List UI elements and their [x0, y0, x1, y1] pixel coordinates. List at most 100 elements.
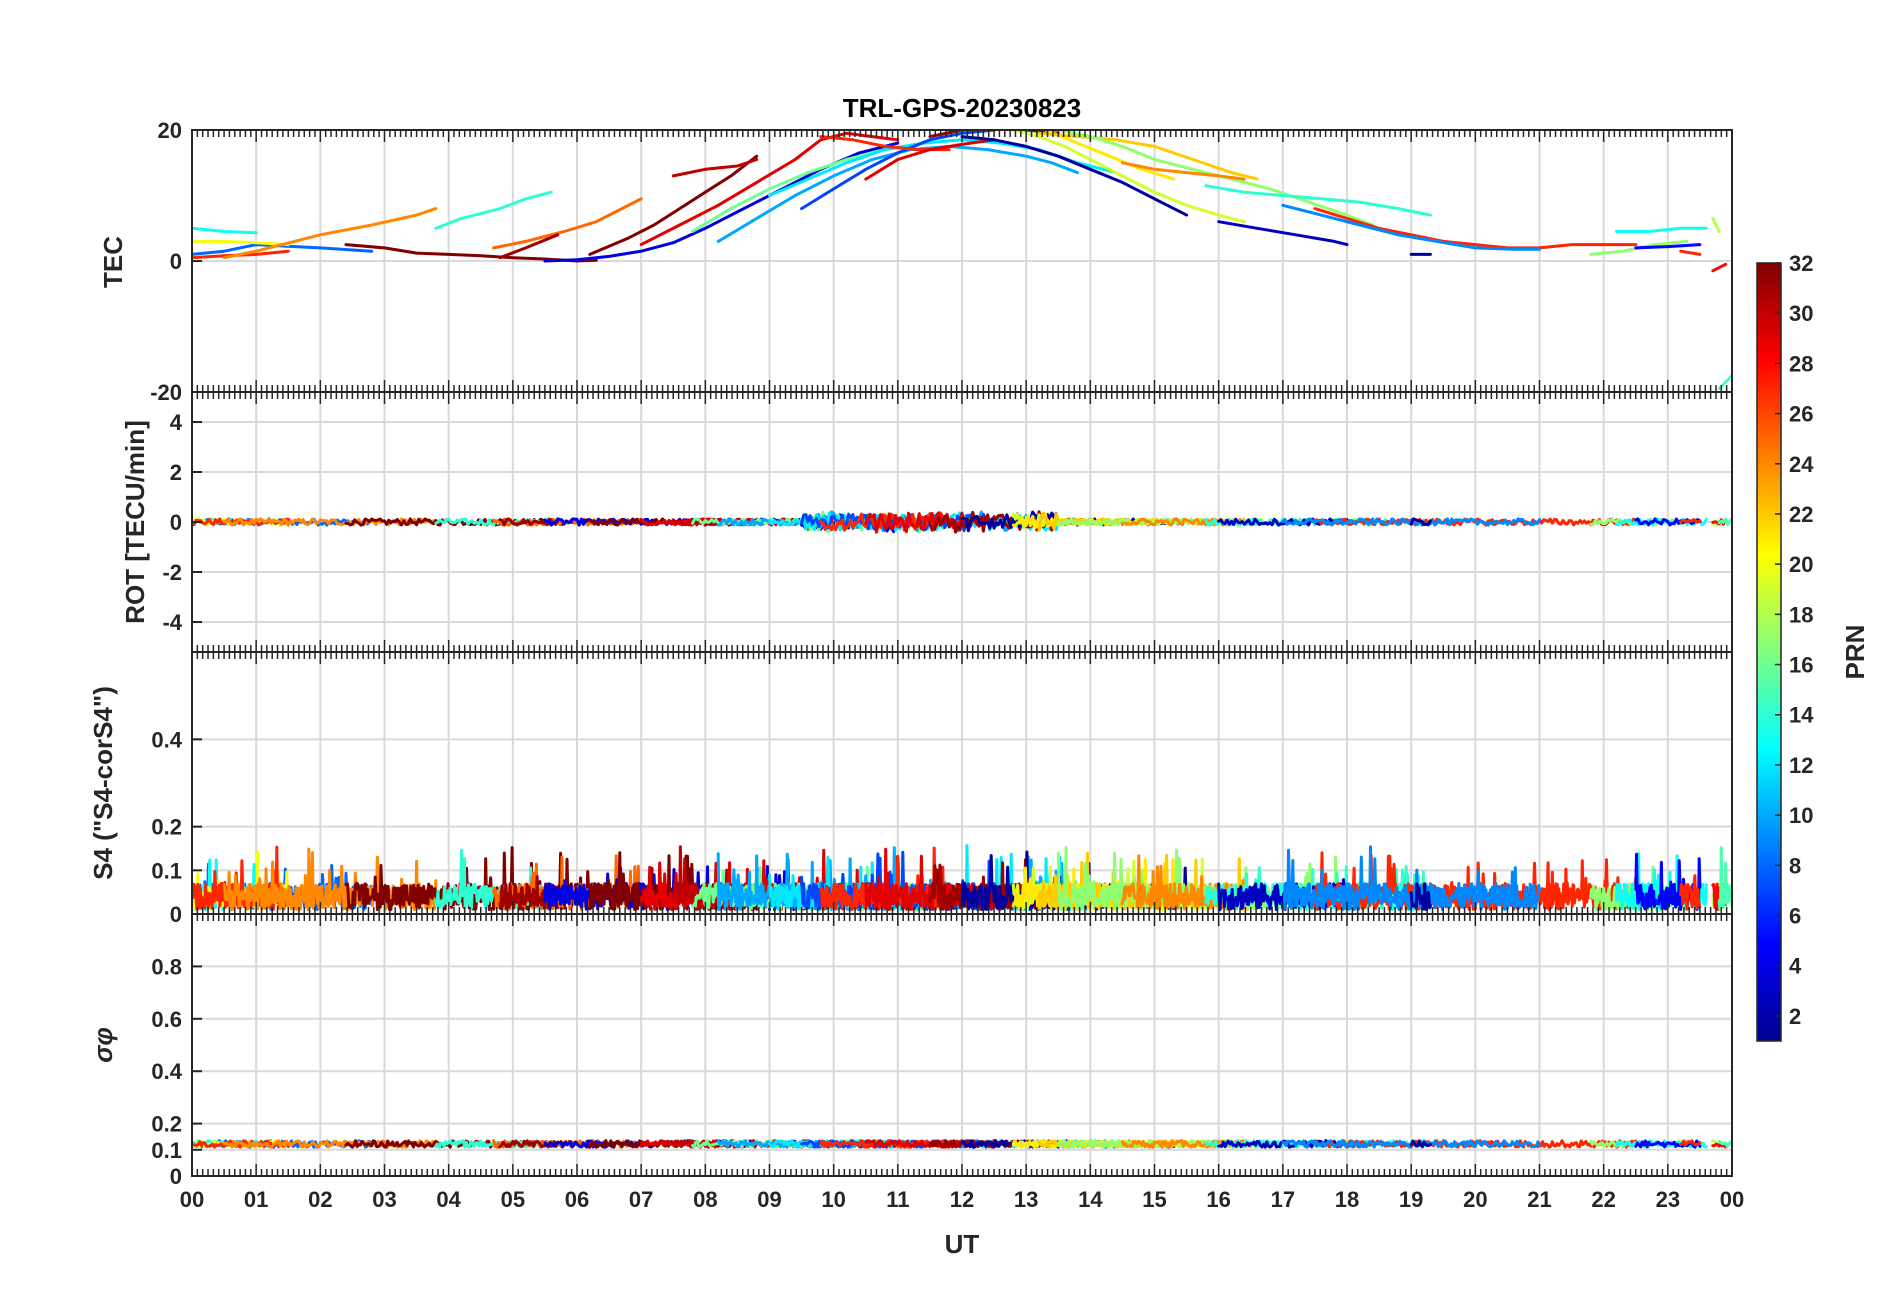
x-tick-label: 02	[308, 1187, 332, 1212]
y-tick-label: 0.1	[151, 1138, 182, 1163]
tec-series-prn-32	[588, 154, 759, 256]
tec-series-prn-25	[492, 197, 643, 250]
x-tick-label: 08	[693, 1187, 717, 1212]
sigma-phi-panel: 00.10.2 0.4 0.6 0.8	[151, 913, 1733, 1189]
rot-series-prn-31	[928, 510, 1060, 534]
y-tick-label: 2	[170, 460, 182, 485]
colorbar-tick-label: 26	[1789, 402, 1813, 427]
x-tick-label: 07	[629, 1187, 653, 1212]
tec-series-prn-13	[1615, 226, 1708, 233]
x-tick-label: 13	[1014, 1187, 1038, 1212]
colorbar-tick-label: 14	[1789, 703, 1814, 728]
tec-y-label: TEC	[98, 236, 128, 288]
colorbar-tick-label: 4	[1789, 954, 1802, 979]
x-tick-label: 15	[1142, 1187, 1166, 1212]
rot-series-prn-27	[1679, 518, 1702, 524]
colorbar-gradient	[1756, 262, 1782, 1042]
y-tick-label: 0.4	[151, 727, 182, 752]
x-tick-label: 12	[950, 1187, 974, 1212]
tec-series-prn-13	[192, 226, 258, 235]
tec-series-prn-22	[1037, 131, 1259, 181]
tec-series-prn-27	[1679, 249, 1702, 256]
colorbar-tick-label: 24	[1789, 452, 1814, 477]
tec-series-prn-31	[498, 233, 560, 260]
tec-series-prn-14	[434, 190, 553, 230]
y-tick-label: 0	[170, 902, 182, 927]
colorbar-tick-label: 10	[1789, 803, 1813, 828]
x-tick-label: 20	[1463, 1187, 1487, 1212]
x-tick-label: 00	[1720, 1187, 1744, 1212]
x-tick-label: 22	[1591, 1187, 1615, 1212]
y-tick-label: 0	[170, 510, 182, 535]
tec-series-prn-8	[192, 243, 374, 256]
x-tick-label: 21	[1527, 1187, 1551, 1212]
x-tick-label: 17	[1271, 1187, 1295, 1212]
colorbar-tick-label: 6	[1789, 904, 1801, 929]
chart-title: TRL-GPS-20230823	[843, 93, 1081, 123]
tec-series-prn-30	[671, 158, 759, 178]
y-tick-label: -2	[162, 560, 182, 585]
sigma-series-prn-15	[1717, 1140, 1732, 1149]
colorbar-tick-label: 12	[1789, 753, 1813, 778]
y-tick-label: 0	[170, 249, 182, 274]
colorbar-tick-label: 28	[1789, 351, 1813, 376]
colorbar-tick-label: 2	[1789, 1004, 1801, 1029]
y-tick-label: 0.2	[151, 815, 182, 840]
sigma-series-prn-31	[498, 1139, 560, 1149]
s4-panel: 0 0.1 0.2 0.4	[151, 651, 1733, 927]
tec-series-prn-27	[1313, 207, 1638, 250]
x-axis: 00 01 02 03 04 05 06 07 08 09 10 11 12 13 14 15 16 17 18 19…	[180, 1187, 1744, 1212]
x-tick-label: 04	[436, 1187, 461, 1212]
s4-series-prn-28	[1711, 882, 1728, 911]
y-tick-label: 4	[170, 410, 183, 435]
axes-frame	[191, 913, 1733, 1177]
rot-panel: -4 -2 0 2 4	[162, 391, 1733, 653]
colorbar-tick-label: 22	[1789, 502, 1813, 527]
tec-series-prn-21	[1041, 130, 1176, 181]
rot-series-prn-9	[1281, 517, 1541, 527]
tec-series-prn-3	[1217, 220, 1349, 247]
tec-series-prn-28	[1711, 262, 1728, 273]
sigma-series-prn-5	[1634, 1139, 1702, 1149]
y-tick-label: -4	[162, 610, 182, 635]
tec-panel: -20 0 20	[150, 118, 1733, 405]
s4-series-prn-27	[1679, 874, 1702, 911]
x-tick-label: 14	[1078, 1187, 1103, 1212]
x-tick-label: 23	[1656, 1187, 1680, 1212]
colorbar-label: PRN	[1840, 625, 1870, 680]
y-axis-labels: TEC ROT [TECU/min] S4 ("S4-corS4") σφ	[88, 236, 150, 1063]
tec-series-prn-20	[192, 239, 290, 247]
x-tick-label: 01	[244, 1187, 268, 1212]
x-tick-label: 19	[1399, 1187, 1423, 1212]
y-tick-label: 0.2	[151, 1112, 182, 1137]
colorbar-tick-label: 30	[1789, 301, 1813, 326]
tec-series-prn-5	[1634, 243, 1702, 250]
x-tick-label: 00	[180, 1187, 204, 1212]
s4-series-prn-2	[1409, 882, 1432, 911]
y-tick-label: 20	[158, 118, 182, 143]
y-tick-label: 0.4	[151, 1059, 182, 1084]
tec-series-prn-24	[1120, 161, 1246, 181]
x-axis-label: UT	[945, 1229, 980, 1259]
x-tick-label: 10	[821, 1187, 845, 1212]
rot-y-label: ROT [TECU/min]	[120, 420, 150, 624]
x-tick-label: 16	[1206, 1187, 1230, 1212]
rot-series-prn-15	[1717, 517, 1732, 527]
colorbar-tick-label: 8	[1789, 853, 1801, 878]
tec-series-prn-9	[1281, 203, 1541, 251]
y-tick-label: 0.6	[151, 1007, 182, 1032]
y-tick-label: 0.8	[151, 954, 182, 979]
sigma-series-prn-2	[1409, 1139, 1432, 1149]
s4-series-prn-31	[498, 875, 560, 911]
s4-y-label: S4 ("S4-corS4")	[88, 686, 118, 880]
tec-series-prn-14	[1204, 184, 1432, 217]
x-tick-label: 06	[565, 1187, 589, 1212]
tec-series-prn-29	[639, 131, 900, 247]
x-tick-label: 05	[501, 1187, 525, 1212]
y-tick-label: -20	[150, 380, 182, 405]
rot-series-prn-2	[1409, 517, 1432, 527]
colorbar-tick-label: 32	[1789, 251, 1813, 276]
y-tick-label: 0	[170, 1164, 182, 1189]
